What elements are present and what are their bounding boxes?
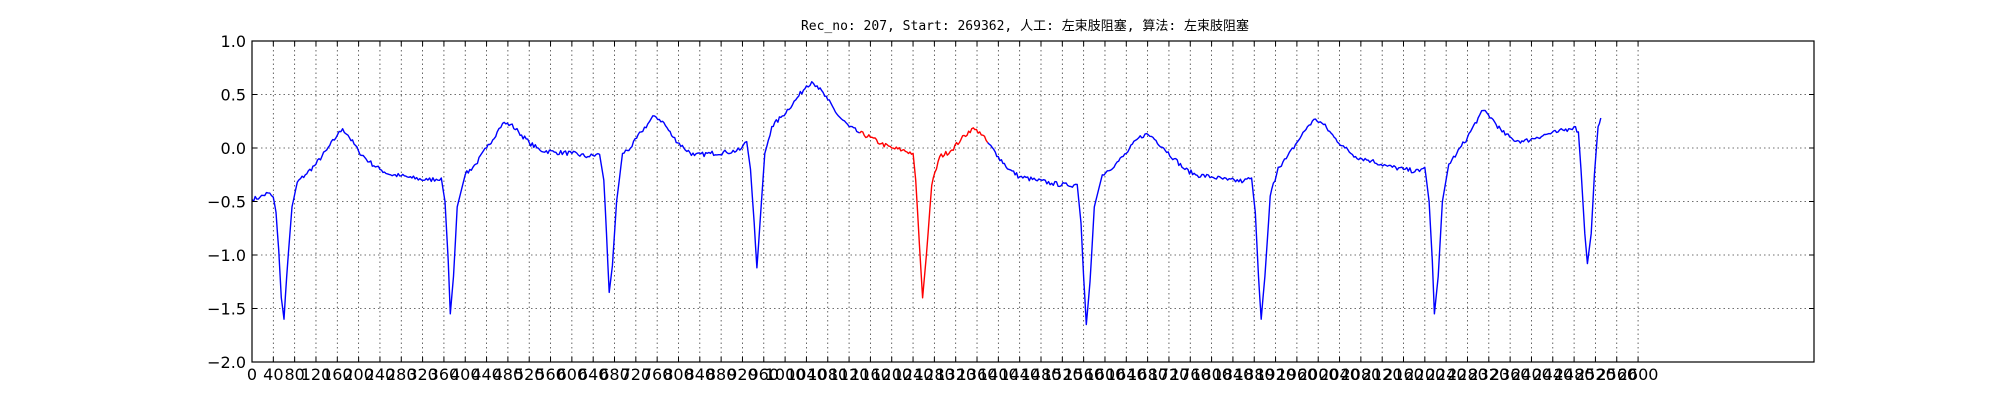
x-tick-label: 2440 bbox=[1532, 365, 1573, 384]
x-tick-label: 1720 bbox=[1149, 365, 1190, 384]
x-tick-label: 920 bbox=[727, 365, 758, 384]
x-axis: 0 40 8012016020024028032036040044048052056… bbox=[247, 41, 1659, 384]
grid bbox=[252, 41, 1814, 362]
x-tick-label: 1600 bbox=[1085, 365, 1126, 384]
x-tick-label: 1200 bbox=[871, 365, 912, 384]
x-tick-label: 360 bbox=[429, 365, 460, 384]
x-tick-label: 0 bbox=[247, 365, 257, 384]
x-tick-label: 1920 bbox=[1255, 365, 1296, 384]
x-tick-label: 720 bbox=[621, 365, 652, 384]
x-tick-label: 1640 bbox=[1106, 365, 1147, 384]
x-tick-label: 600 bbox=[557, 365, 588, 384]
x-tick-label: 1080 bbox=[807, 365, 848, 384]
series-line bbox=[251, 81, 861, 320]
x-tick-label: 1760 bbox=[1170, 365, 1211, 384]
y-tick-label: −2.0 bbox=[207, 353, 246, 372]
x-tick-label: 2480 bbox=[1554, 365, 1595, 384]
x-tick-label: 1320 bbox=[935, 365, 976, 384]
x-tick-label: 2000 bbox=[1298, 365, 1339, 384]
y-tick-label: −0.5 bbox=[207, 193, 246, 212]
x-tick-label: 1160 bbox=[850, 365, 891, 384]
x-tick-label: 800 bbox=[663, 365, 694, 384]
x-tick-label: 1280 bbox=[914, 365, 955, 384]
x-tick-label: 1440 bbox=[999, 365, 1040, 384]
y-tick-label: 1.0 bbox=[221, 32, 246, 51]
x-tick-label: 1040 bbox=[786, 365, 827, 384]
x-tick-label: 160 bbox=[322, 365, 353, 384]
series-line bbox=[987, 109, 1602, 326]
x-tick-label: 2400 bbox=[1511, 365, 1552, 384]
x-tick-label: 1840 bbox=[1213, 365, 1254, 384]
x-tick-label: 120 bbox=[301, 365, 332, 384]
x-tick-label: 1560 bbox=[1063, 365, 1104, 384]
chart-title: Rec_no: 207, Start: 269362, 人工: 左束肢阻塞, 算… bbox=[801, 18, 1249, 34]
y-tick-label: −1.5 bbox=[207, 300, 246, 319]
y-tick-label: 0.0 bbox=[221, 139, 246, 158]
x-tick-label: 2520 bbox=[1575, 365, 1616, 384]
x-tick-label: 280 bbox=[386, 365, 417, 384]
x-tick-label: 2040 bbox=[1319, 365, 1360, 384]
x-tick-label: 2120 bbox=[1362, 365, 1403, 384]
x-tick-label: 1480 bbox=[1021, 365, 1062, 384]
y-tick-label: 0.5 bbox=[221, 86, 246, 105]
x-tick-label: 320 bbox=[407, 365, 438, 384]
series-group bbox=[251, 81, 1602, 326]
x-tick-label: 2080 bbox=[1341, 365, 1382, 384]
x-tick-label: 1520 bbox=[1042, 365, 1083, 384]
x-tick-label: 2240 bbox=[1426, 365, 1467, 384]
x-tick-label: 2560 bbox=[1596, 365, 1637, 384]
x-tick-label: 840 bbox=[685, 365, 716, 384]
y-axis: 1.0 0.5 0.0 −0.5 −1.0 −1.5 −2.0 bbox=[207, 32, 1814, 372]
x-tick-label: 1360 bbox=[957, 365, 998, 384]
y-tick-label: −1.0 bbox=[207, 246, 246, 265]
x-tick-label: 80 bbox=[284, 365, 304, 384]
x-tick-label: 2160 bbox=[1383, 365, 1424, 384]
x-tick-label: 1960 bbox=[1277, 365, 1318, 384]
x-tick-label: 2280 bbox=[1447, 365, 1488, 384]
x-tick-label: 2360 bbox=[1490, 365, 1531, 384]
x-tick-label: 960 bbox=[749, 365, 780, 384]
x-tick-label: 1120 bbox=[829, 365, 870, 384]
x-tick-label: 1000 bbox=[765, 365, 806, 384]
x-tick-label: 880 bbox=[706, 365, 737, 384]
x-tick-label: 560 bbox=[535, 365, 566, 384]
x-tick-label: 2200 bbox=[1404, 365, 1445, 384]
x-tick-label: 2600 bbox=[1618, 365, 1659, 384]
x-tick-label: 440 bbox=[471, 365, 502, 384]
x-tick-label: 2320 bbox=[1468, 365, 1509, 384]
x-tick-label: 1680 bbox=[1127, 365, 1168, 384]
x-tick-label: 240 bbox=[365, 365, 396, 384]
x-tick-label: 640 bbox=[578, 365, 609, 384]
x-tick-label: 400 bbox=[450, 365, 481, 384]
x-tick-label: 520 bbox=[514, 365, 545, 384]
x-tick-label: 680 bbox=[599, 365, 630, 384]
x-tick-label: 1240 bbox=[893, 365, 934, 384]
x-tick-label: 760 bbox=[642, 365, 673, 384]
x-tick-label: 1880 bbox=[1234, 365, 1275, 384]
x-tick-label: 1400 bbox=[978, 365, 1019, 384]
x-tick-label: 480 bbox=[493, 365, 524, 384]
x-tick-label: 200 bbox=[343, 365, 374, 384]
series-line bbox=[859, 127, 989, 299]
x-tick-label: 1800 bbox=[1191, 365, 1232, 384]
x-tick-label: 40 bbox=[263, 365, 283, 384]
